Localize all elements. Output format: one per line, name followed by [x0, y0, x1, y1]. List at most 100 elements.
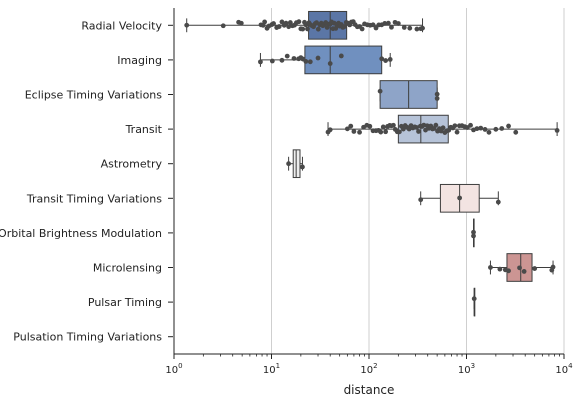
- data-point: [416, 129, 421, 134]
- category-label: Transit Timing Variations: [26, 192, 162, 205]
- data-point: [499, 126, 505, 131]
- data-point: [327, 61, 333, 66]
- category-label: Orbital Brightness Modulation: [0, 227, 162, 240]
- data-point: [382, 21, 388, 26]
- data-point: [506, 123, 511, 129]
- box-group: [184, 10, 425, 40]
- data-point: [279, 57, 285, 63]
- box: [304, 45, 383, 75]
- data-point: [359, 26, 365, 32]
- data-point: [370, 22, 376, 28]
- data-point: [471, 233, 476, 239]
- data-point: [389, 24, 394, 30]
- data-point: [420, 25, 425, 31]
- data-point: [307, 59, 313, 65]
- data-point: [433, 122, 439, 128]
- data-point: [468, 122, 473, 128]
- data-point: [506, 268, 511, 274]
- x-tick-label: 104: [555, 362, 573, 376]
- data-point: [348, 123, 354, 129]
- data-point: [378, 129, 384, 135]
- data-point: [521, 269, 527, 274]
- data-point: [434, 96, 440, 101]
- data-point: [377, 88, 383, 94]
- data-point: [486, 129, 492, 135]
- x-tick-label: 101: [263, 362, 280, 376]
- data-point: [338, 53, 344, 59]
- data-point: [300, 26, 306, 32]
- data-point: [351, 129, 357, 134]
- data-point: [303, 58, 309, 64]
- data-point: [497, 266, 503, 272]
- data-point: [434, 91, 440, 97]
- x-tick-label: 100: [165, 362, 182, 376]
- data-point: [276, 24, 282, 29]
- category-label: Astrometry: [101, 158, 163, 171]
- data-point: [395, 21, 401, 26]
- data-point: [305, 26, 310, 32]
- data-point: [385, 20, 391, 26]
- box-group: [418, 183, 501, 213]
- data-point: [400, 126, 406, 132]
- data-point: [373, 25, 379, 31]
- data-point: [286, 24, 292, 30]
- data-point: [379, 56, 385, 62]
- data-point: [344, 126, 350, 132]
- data-point: [279, 19, 285, 25]
- data-point: [271, 21, 276, 26]
- data-point: [383, 58, 389, 63]
- data-point: [367, 123, 373, 129]
- box-group: [286, 149, 305, 179]
- category-label: Imaging: [117, 54, 162, 67]
- data-point: [471, 296, 477, 302]
- box-group: [488, 253, 556, 282]
- data-point: [554, 127, 560, 133]
- data-point: [396, 129, 402, 135]
- data-point: [387, 57, 393, 62]
- category-label: Pulsation Timing Variations: [13, 331, 162, 344]
- data-point: [482, 127, 488, 132]
- box-group: [471, 218, 476, 248]
- data-point: [286, 161, 292, 167]
- data-point: [532, 266, 538, 271]
- data-point: [401, 25, 407, 30]
- data-point: [517, 265, 522, 271]
- data-point: [488, 265, 493, 270]
- data-point: [550, 264, 556, 270]
- data-point: [284, 53, 290, 59]
- data-point: [474, 126, 480, 132]
- data-point: [315, 55, 321, 61]
- data-point: [454, 129, 460, 135]
- data-point: [513, 129, 519, 135]
- y-axis: Radial Velocity Imaging Eclipse Timing Var…: [0, 8, 175, 354]
- box-group: [258, 45, 393, 75]
- x-axis-title: distance: [344, 383, 395, 397]
- data-point: [495, 199, 501, 205]
- data-point: [391, 122, 396, 128]
- data-point: [327, 127, 333, 133]
- data-point: [407, 25, 413, 31]
- category-label: Eclipse Timing Variations: [25, 89, 163, 102]
- data-point: [478, 125, 484, 131]
- box-group: [471, 287, 477, 317]
- data-point: [262, 19, 268, 25]
- category-label: Transit: [125, 123, 163, 136]
- category-label: Pulsar Timing: [88, 296, 162, 309]
- data-point: [283, 20, 289, 26]
- data-point: [291, 56, 297, 61]
- x-axis: 100 101 102 103 104: [165, 353, 573, 376]
- box-group: [377, 80, 440, 109]
- data-point: [269, 58, 275, 64]
- data-point: [357, 129, 362, 135]
- data-point: [493, 126, 499, 132]
- data-point: [342, 24, 347, 29]
- data-point: [440, 125, 446, 131]
- data-point: [452, 123, 458, 129]
- data-point: [238, 20, 244, 26]
- data-point: [471, 229, 476, 235]
- data-point: [258, 59, 263, 65]
- plot-area: [184, 10, 560, 317]
- data-point: [315, 26, 321, 32]
- data-point: [184, 22, 190, 28]
